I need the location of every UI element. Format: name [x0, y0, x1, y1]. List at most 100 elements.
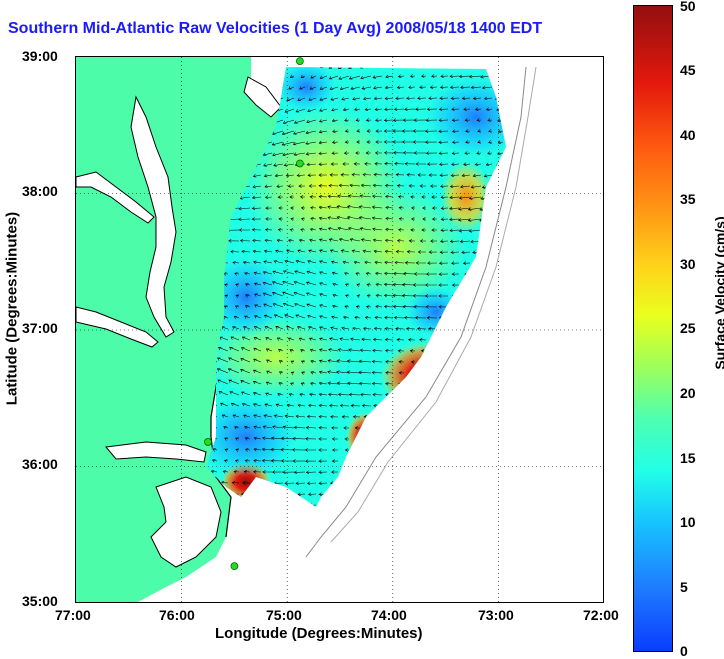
- velocity-arrow: [356, 283, 361, 287]
- velocity-arrow: [430, 239, 438, 243]
- velocity-arrow: [304, 448, 317, 452]
- velocity-arrow: [213, 592, 218, 595]
- velocity-arrow: [425, 283, 437, 287]
- velocity-arrow: [505, 282, 506, 287]
- velocity-arrow: [210, 470, 218, 474]
- velocity-arrow: [376, 591, 382, 594]
- velocity-arrow: [474, 162, 482, 166]
- velocity-arrow: [351, 558, 361, 561]
- velocity-arrow: [471, 491, 482, 495]
- velocity-arrow: [359, 348, 372, 353]
- velocity-arrow: [438, 151, 449, 155]
- velocity-arrow: [346, 370, 361, 375]
- velocity-arrow: [451, 129, 460, 133]
- velocity-arrow: [485, 414, 493, 418]
- velocity-arrow: [282, 152, 295, 157]
- velocity-arrow: [354, 107, 361, 111]
- velocity-arrow: [397, 74, 405, 78]
- velocity-arrow: [458, 207, 471, 211]
- velocity-arrow: [330, 415, 339, 419]
- velocity-arrow: [399, 536, 404, 539]
- velocity-arrow: [440, 370, 449, 375]
- velocity-arrow: [252, 392, 262, 396]
- velocity-arrow: [318, 227, 328, 232]
- velocity-arrow: [464, 470, 471, 474]
- velocity-arrow: [253, 336, 262, 341]
- velocity-arrow: [493, 548, 503, 551]
- velocity-arrow: [396, 403, 405, 408]
- velocity-arrow: [252, 174, 262, 178]
- velocity-arrow: [355, 437, 361, 441]
- velocity-arrow: [294, 303, 306, 308]
- velocity-arrow: [245, 294, 251, 298]
- velocity-arrow: [402, 436, 416, 440]
- velocity-arrow: [339, 492, 350, 496]
- velocity-arrow: [398, 360, 405, 364]
- y-axis-label: Latitude (Degrees:Minutes): [3, 211, 21, 406]
- velocity-arrow: [441, 547, 448, 550]
- velocity-arrow: [287, 337, 295, 341]
- velocity-arrow: [419, 184, 427, 188]
- velocity-arrow: [451, 480, 460, 484]
- velocity-arrow: [394, 414, 405, 419]
- velocity-arrow: [464, 151, 471, 155]
- velocity-arrow: [297, 492, 306, 497]
- velocity-arrow: [395, 249, 405, 254]
- velocity-arrow: [385, 67, 394, 68]
- velocity-arrow: [439, 436, 449, 440]
- velocity-arrow: [410, 228, 416, 232]
- velocity-arrow: [300, 74, 306, 78]
- velocity-arrow: [463, 107, 471, 111]
- velocity-arrow: [371, 381, 383, 386]
- velocity-arrow: [262, 281, 273, 286]
- velocity-arrow: [228, 239, 240, 243]
- velocity-arrow: [425, 151, 438, 155]
- velocity-arrow: [327, 370, 339, 374]
- velocity-arrow: [496, 469, 504, 474]
- depth-contour: [305, 66, 527, 558]
- velocity-arrow: [492, 74, 504, 79]
- velocity-arrow: [487, 118, 493, 122]
- velocity-arrow: [487, 426, 493, 430]
- velocity-arrow: [341, 97, 350, 101]
- velocity-arrow: [308, 97, 317, 101]
- velocity-arrow: [300, 217, 306, 221]
- velocity-arrow: [507, 581, 514, 584]
- velocity-arrow: [365, 118, 372, 122]
- velocity-arrow: [329, 249, 339, 253]
- velocity-arrow: [348, 392, 361, 397]
- x-tick-label: 73:00: [478, 607, 514, 623]
- velocity-arrow: [398, 206, 405, 210]
- velocity-arrow: [239, 515, 250, 518]
- velocity-arrow: [431, 74, 438, 78]
- colorbar-tick: 50: [680, 0, 696, 14]
- velocity-arrow: [396, 338, 405, 342]
- velocity-arrow: [385, 74, 394, 79]
- velocity-arrow: [232, 414, 240, 418]
- velocity-arrow: [243, 326, 251, 330]
- velocity-arrow: [372, 238, 383, 243]
- velocity-arrow: [300, 206, 306, 210]
- velocity-arrow: [392, 458, 405, 462]
- velocity-arrow: [451, 272, 460, 276]
- velocity-arrow: [392, 436, 405, 440]
- velocity-arrow: [339, 86, 350, 90]
- velocity-arrow: [336, 359, 350, 363]
- velocity-arrow: [263, 492, 273, 496]
- velocity-arrow: [394, 161, 405, 166]
- velocity-arrow: [484, 480, 493, 485]
- velocity-arrow: [224, 448, 229, 452]
- velocity-arrow: [491, 67, 504, 68]
- velocity-arrow: [337, 194, 350, 199]
- velocity-arrow: [449, 85, 460, 90]
- velocity-arrow: [416, 480, 427, 484]
- chesapeake-bay: [130, 95, 177, 338]
- velocity-arrow: [308, 403, 317, 408]
- velocity-arrow: [439, 326, 449, 331]
- velocity-arrow: [402, 446, 416, 451]
- velocity-arrow: [393, 469, 405, 473]
- velocity-arrow: [474, 480, 482, 485]
- velocity-arrow: [263, 163, 273, 167]
- velocity-arrow: [227, 538, 239, 541]
- velocity-arrow: [221, 570, 228, 573]
